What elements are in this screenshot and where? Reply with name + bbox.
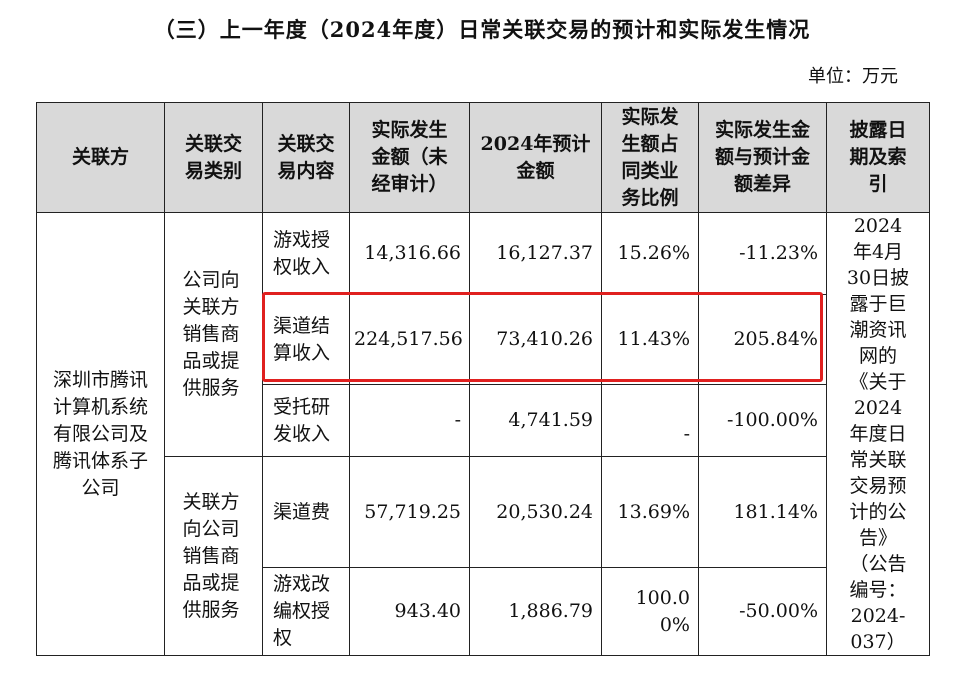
content-cell: 渠道费: [262, 456, 350, 568]
diff-cell: -11.23%: [698, 212, 827, 295]
content-cell: 游戏授权收入: [262, 212, 350, 295]
table-row: 渠道结算收入 224,517.56 73,410.26 11.43% 205.8…: [37, 294, 930, 385]
actual-cell: 14,316.66: [349, 212, 470, 295]
content-cell: 游戏改编权授权: [262, 567, 350, 656]
ratio-cell: 15.26%: [601, 212, 699, 295]
header-forecast: 2024年预计金额: [469, 102, 602, 213]
forecast-cell: 4,741.59: [469, 384, 602, 457]
category-purchase-cell: 关联方向公司销售商品或提供服务: [164, 456, 263, 656]
header-content: 关联交易内容: [262, 102, 350, 213]
header-category: 关联交易类别: [164, 102, 263, 213]
forecast-cell: 20,530.24: [469, 456, 602, 568]
content-cell: 受托研发收入: [262, 384, 350, 457]
table-row: 关联方向公司销售商品或提供服务 渠道费 57,719.25 20,530.24 …: [37, 456, 930, 656]
highlight-box: [262, 292, 823, 382]
header-diff: 实际发生金额与预计金额差异: [698, 102, 827, 213]
actual-cell: 57,719.25: [349, 456, 470, 568]
unit-label: 单位：万元: [808, 66, 898, 87]
header-disclosure: 披露日期及索引: [826, 102, 930, 213]
table-row: 深圳市腾讯计算机系统有限公司及腾讯体系子公司 公司向关联方销售商品或提供服务 游…: [36, 212, 930, 656]
ratio-cell: 11.43%: [601, 294, 699, 385]
header-actual: 实际发生金额（未经审计）: [349, 102, 470, 213]
diff-cell: 205.84%: [698, 294, 827, 385]
table-row: 受托研发收入 - 4,741.59 - -100.00%: [37, 384, 930, 457]
party-cell: 深圳市腾讯计算机系统有限公司及腾讯体系子公司: [36, 212, 165, 656]
table-row: 游戏改编权授权 943.40 1,886.79 100.00% -50.00%: [37, 567, 930, 656]
header-ratio: 实际发生额占同类业务比例: [601, 102, 699, 213]
actual-cell: -: [349, 384, 470, 457]
header-party: 关联方: [36, 102, 165, 213]
forecast-cell: 16,127.37: [469, 212, 602, 295]
diff-cell: -100.00%: [698, 384, 827, 457]
document-title: （三）上一年度（2024年度）日常关联交易的预计和实际发生情况: [153, 17, 811, 42]
actual-cell: 943.40: [349, 567, 470, 656]
forecast-cell: 1,886.79: [469, 567, 602, 656]
table-header-row: 关联方 关联交易类别 关联交易内容 实际发生金额（未经审计） 2024年预计金额…: [36, 102, 930, 213]
ratio-cell: 100.00%: [601, 567, 699, 656]
ratio-cell: -: [601, 384, 699, 457]
diff-cell: -50.00%: [698, 567, 827, 656]
ratio-cell: 13.69%: [601, 456, 699, 568]
diff-cell: 181.14%: [698, 456, 827, 568]
content-cell: 渠道结算收入: [262, 294, 350, 385]
category-sales-cell: 公司向关联方销售商品或提供服务: [164, 212, 263, 457]
disclosure-cell: 2024年4月30日披露于巨潮资讯网的《关于2024年度日常关联交易预计的公告》…: [826, 212, 930, 656]
